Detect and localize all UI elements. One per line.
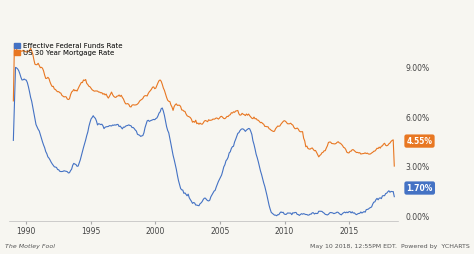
Text: The Motley Fool: The Motley Fool xyxy=(5,244,55,249)
Text: May 10 2018, 12:55PM EDT.  Powered by  YCHARTS: May 10 2018, 12:55PM EDT. Powered by YCH… xyxy=(310,244,469,249)
Text: 1.70%: 1.70% xyxy=(407,184,433,193)
Text: 4.55%: 4.55% xyxy=(407,137,432,146)
Legend: Effective Federal Funds Rate, US 30 Year Mortgage Rate: Effective Federal Funds Rate, US 30 Year… xyxy=(13,42,124,57)
